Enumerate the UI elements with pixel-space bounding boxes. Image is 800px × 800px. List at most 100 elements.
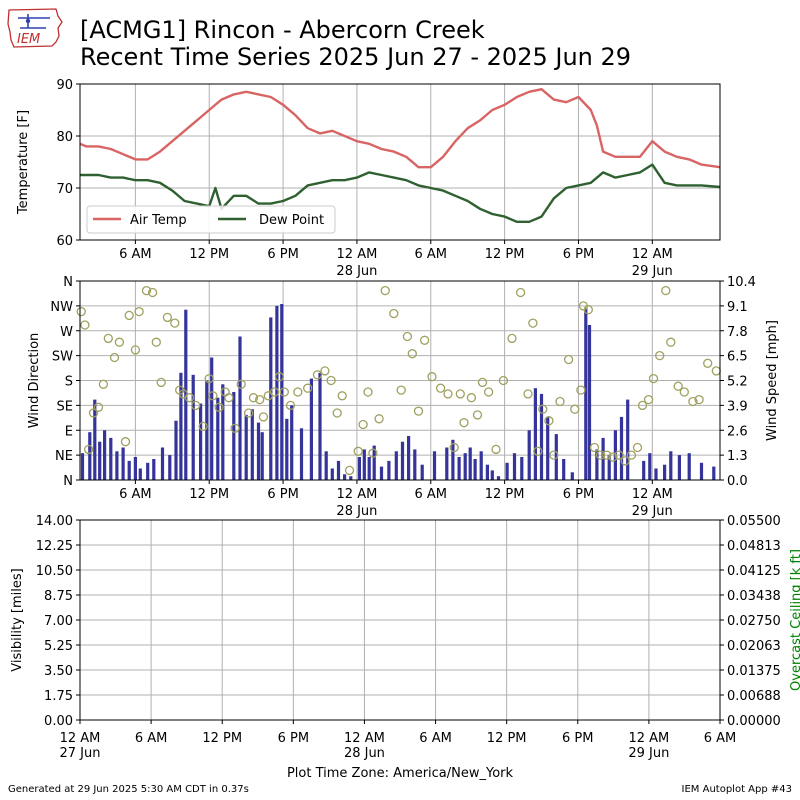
x-tick-date-label: 28 Jun [336,504,377,519]
y-axis-label-right: Overcast Ceiling [k ft] [789,549,800,691]
wind-direction-marker [427,372,437,382]
wind-direction-marker [608,452,618,462]
wind-speed-bar [570,472,574,480]
speed-tick-label: 0.0 [727,474,748,489]
x-tick-date-label: 28 Jun [336,264,377,279]
wind-direction-marker [374,414,384,424]
y-axis-label-right: Wind Speed [mph] [765,320,780,441]
wind-direction-marker [293,387,303,397]
wind-direction-marker [184,393,195,403]
wind-direction-marker [632,442,643,453]
wind-speed-bar [619,416,624,480]
wind-direction-marker [544,416,554,426]
chart-title-line2: Recent Time Series 2025 Jun 27 - 2025 Ju… [80,43,632,71]
wind-direction-marker [130,345,141,355]
wind-direction-marker [162,312,173,323]
wind-speed-bar [512,453,517,480]
wind-direction-marker [472,410,483,420]
wind-speed-bar [473,459,477,480]
wind-direction-marker [673,381,683,391]
x-tick-label: 12 AM [632,247,673,262]
x-tick-label: 12 AM [628,731,669,746]
wind-speed-bar [98,441,102,480]
x-tick-label: 6 AM [415,247,448,262]
wind-direction-marker [515,287,526,298]
wind-direction-marker [498,375,509,386]
right-tick-label: 0.01375 [727,664,781,679]
wind-speed-bar [250,409,254,480]
wind-speed-bar [379,466,384,480]
wind-direction-marker [285,400,296,411]
wind-speed-bar [587,325,592,480]
wind-speed-bar [496,476,501,480]
wind-speed-bar [490,470,494,480]
wind-direction-marker [528,318,538,328]
wind-direction-marker [555,396,565,407]
iem-logo-icon: IEM [7,8,63,48]
wind-direction-marker [455,389,465,399]
x-tick-label: 6 PM [563,247,594,262]
wind-direction-marker [224,393,234,403]
speed-tick-label: 2.6 [727,424,748,439]
wind-speed-bar [394,451,398,480]
wind-speed-bar [152,459,156,480]
wind-speed-bar [362,449,366,480]
direction-tick-label: E [65,424,73,439]
wind-speed-bar [367,457,371,480]
x-tick-label: 12 AM [337,487,378,502]
wind-speed-bar [505,462,509,480]
wind-speed-bar [299,428,304,480]
series-line-air-temp [79,87,721,169]
wind-speed-bar [554,434,558,480]
wind-speed-bar [546,416,550,480]
x-tick-label: 6 AM [415,487,448,502]
direction-tick-label: SW [52,350,73,365]
wind-speed-bar [420,464,424,480]
wind-speed-bar [648,453,652,480]
direction-tick-label: NE [55,449,73,464]
plot-frame [79,519,721,721]
wind-speed-bar [699,462,704,480]
wind-speed-bar [260,432,264,480]
x-tick-label: 12 AM [337,247,378,262]
wind-direction-marker [443,389,453,399]
app-credit: IEM Autoplot App #43 [681,784,792,795]
y-tick-label: 5.25 [44,639,73,654]
y-axis-label: Visibility [miles] [10,568,25,671]
wind-speed-bar [485,464,489,480]
wind-speed-bar [109,437,113,480]
x-tick-label: 6 PM [563,487,594,502]
wind-speed-bar [256,422,261,480]
wind-direction-marker [198,421,208,432]
wind-direction-marker [269,387,280,397]
wind-direction-marker [156,377,166,388]
wind-direction-marker [626,450,637,460]
direction-tick-label: S [65,375,73,390]
wind-speed-bar [463,453,467,480]
wind-speed-bar [336,460,341,480]
right-tick-label: 0.00688 [727,689,781,704]
right-tick-label: 0.05500 [727,514,781,529]
wind-direction-marker [407,349,417,359]
wind-panel: 6 AM 12 PM 6 PM 12 AM 28 Jun 6 AM 12 PM 6 PM 12 … [27,275,780,519]
wind-speed-bar [642,460,646,480]
wind-speed-bar [330,468,334,480]
wind-direction-marker [103,333,113,344]
wind-direction-marker [320,366,330,376]
wind-direction-marker [214,402,224,412]
x-tick-date-label: 29 Jun [628,746,669,761]
wind-direction-marker [109,352,120,363]
wind-direction-marker [389,308,399,319]
y-tick-label: 80 [56,130,73,145]
wind-speed-bar [413,449,417,480]
legend: Air Temp Dew Point [86,205,336,234]
temperature-panel: 6 AM 12 PM 6 PM 12 AM 28 Jun 6 AM 12 PM 6 PM 12 … [16,78,721,279]
wind-speed-bar [468,447,472,480]
wind-direction-marker [570,404,580,414]
wind-direction-marker [98,379,109,389]
direction-tick-label: SE [57,399,73,414]
wind-direction-marker [326,375,336,386]
wind-direction-marker [344,465,355,476]
wind-speed-bar [199,403,203,480]
wind-speed-bar [205,380,209,480]
